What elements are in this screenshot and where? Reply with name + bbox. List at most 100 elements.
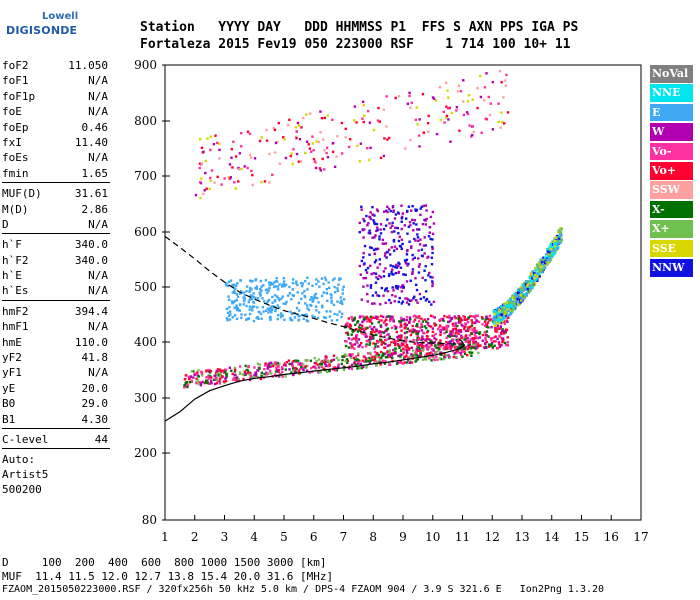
echo-point [526,285,530,288]
echo-point [318,362,322,366]
echo-point [188,381,192,384]
echo-point [466,336,469,340]
echo-point [311,314,314,318]
echo-point [398,296,401,300]
echo-point [269,309,272,312]
echo-point [380,330,383,334]
echo-point [419,326,422,329]
echo-point [480,131,483,134]
echo-point [279,315,283,319]
echo-point [388,222,391,225]
echo-point [404,147,407,150]
echo-point [420,254,424,257]
echo-point [214,374,217,377]
echo-point [373,326,376,329]
echo-point [362,217,365,221]
echo-point [371,356,374,359]
echo-point [498,345,502,348]
echo-point [370,317,373,321]
echo-point [353,347,356,350]
echo-point [228,318,232,321]
echo-point [322,316,326,319]
echo-point [331,278,335,282]
echo-point [403,331,407,335]
echo-point [369,217,373,221]
echo-point [218,377,222,381]
echo-point [463,315,467,319]
y-tick-label: 800 [134,114,157,128]
echo-point [459,351,462,355]
echo-point [248,132,252,136]
echo-point [415,315,418,318]
echo-point [445,340,448,344]
echo-point [264,364,267,367]
echo-point [528,284,532,288]
echo-point [509,303,513,306]
echo-point [525,280,528,283]
echo-point [215,141,219,145]
echo-point [228,366,232,370]
echo-point [428,338,431,341]
echo-point [407,225,411,228]
echo-point [463,318,466,321]
echo-point [427,235,431,238]
echo-point [209,179,213,182]
header-labels: Station YYYY DAY DDD HHMMSS P1 FFS S AXN… [140,20,579,35]
echo-point [456,324,459,328]
echo-point [536,263,539,267]
echo-point [232,301,236,304]
echo-point [421,349,424,352]
echo-point [447,344,451,347]
echo-point [436,327,440,331]
echo-point [282,282,286,286]
echo-point [460,336,463,340]
echo-point [485,325,489,329]
echo-point [344,136,347,139]
echo-point [453,334,456,338]
param-row: fmin 1.65 [2,166,110,181]
echo-point [198,137,202,141]
echo-point [239,131,243,135]
echo-point [347,337,351,340]
echo-point [248,305,252,308]
echo-point [424,354,427,357]
echo-point [492,321,496,325]
echo-point [408,220,412,224]
echo-point [350,367,354,371]
echo-point [269,281,273,285]
echo-point [282,302,285,305]
echo-point [398,235,401,239]
echo-point [432,300,436,304]
echo-point [559,232,563,235]
echo-point [305,319,308,322]
echo-point [285,361,289,364]
echo-point [230,300,234,303]
echo-point [227,176,231,179]
echo-point [423,269,426,272]
param-label: foF2 [2,59,29,72]
echo-point [333,165,337,169]
echo-point [513,300,516,303]
echo-point [283,362,287,365]
echo-point [199,180,202,184]
echo-point [413,219,416,222]
echo-point [401,242,404,246]
param-value: 340.0 [74,253,108,267]
echo-point [477,320,481,324]
echo-point [340,299,343,302]
echo-point [554,236,557,240]
echo-point [412,297,415,300]
echo-point [357,338,361,341]
echo-point [539,258,542,261]
echo-point [209,176,212,180]
echo-point [417,228,421,231]
echo-point [368,121,372,124]
echo-point [292,373,295,377]
echo-point [394,271,398,275]
auto-scale-text: Artist5 [2,468,49,482]
echo-point [525,292,528,295]
echo-point [466,321,470,324]
echo-point [497,102,500,105]
echo-point [214,134,217,137]
echo-point [192,376,195,379]
